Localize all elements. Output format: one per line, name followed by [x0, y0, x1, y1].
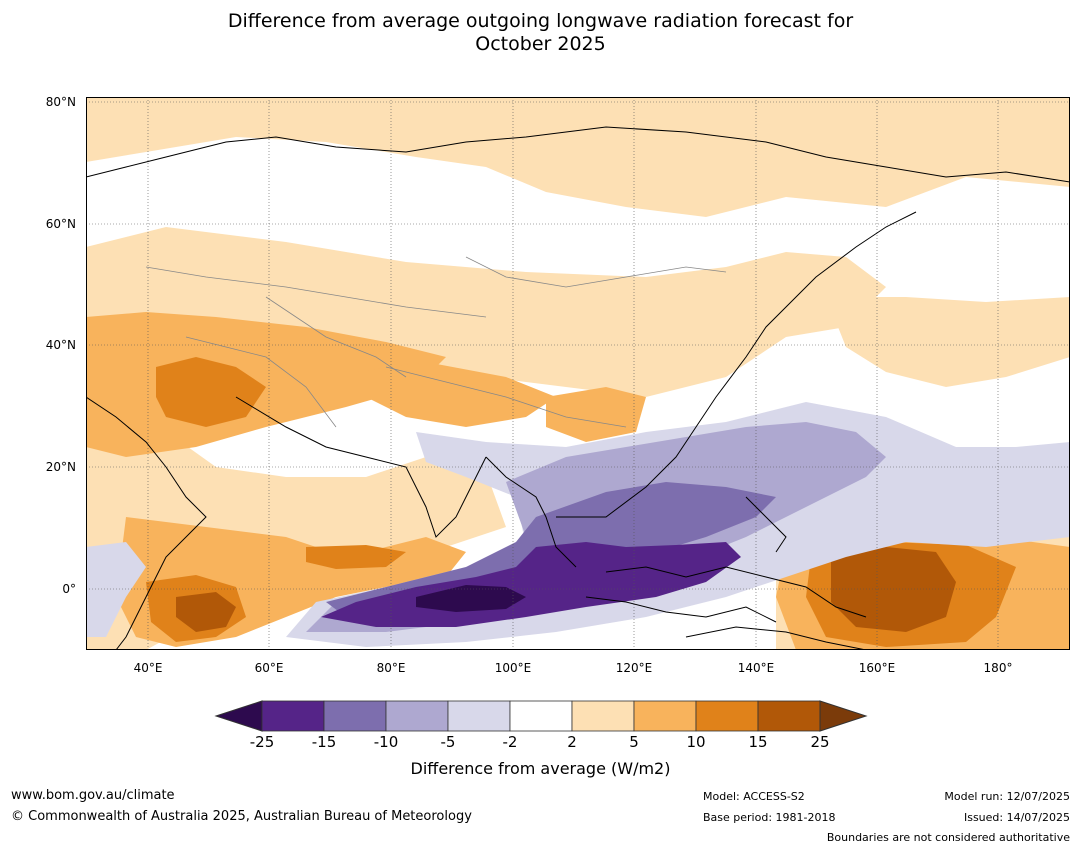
footer-model-run: Model run: 12/07/2025: [944, 790, 1070, 803]
colorbar-segment: [509, 700, 573, 732]
colorbar-tick: -5: [440, 733, 456, 751]
lon-label-120e: 120°E: [615, 661, 653, 675]
lon-label-160e: 160°E: [858, 661, 896, 675]
colorbar-segment: [695, 700, 759, 732]
colorbar-tick: 25: [810, 733, 830, 751]
lat-label-40n: 40°N: [45, 338, 76, 352]
colorbar-tick: -2: [502, 733, 518, 751]
colorbar-segment: [323, 700, 387, 732]
lon-label-40e: 40°E: [133, 661, 163, 675]
anomaly-15-25: [176, 547, 956, 632]
colorbar-segment: [385, 700, 449, 732]
lat-label-80n: 80°N: [45, 95, 76, 109]
colorbar-low-extension: [214, 700, 263, 732]
lon-label-100e: 100°E: [494, 661, 532, 675]
lon-label-140e: 140°E: [737, 661, 775, 675]
olr-anomaly-map: [86, 97, 1070, 650]
anomaly-below-neg25: [416, 585, 526, 612]
coastlines: [86, 126, 1070, 650]
lon-label-80e: 80°E: [376, 661, 406, 675]
colorbar-segment: [757, 700, 821, 732]
colorbar-segments: [261, 700, 821, 732]
colorbar-tick: 5: [629, 733, 639, 751]
colorbar-tick: -25: [249, 733, 275, 751]
colorbar-tick: 15: [748, 733, 768, 751]
map-svg: [86, 97, 1070, 650]
colorbar-segment: [633, 700, 697, 732]
colorbar-segment: [261, 700, 325, 732]
footer-copyright: © Commonwealth of Australia 2025, Austra…: [11, 809, 472, 824]
lon-label-60e: 60°E: [254, 661, 284, 675]
lat-label-20n: 20°N: [45, 460, 76, 474]
footer-base-period: Base period: 1981-2018: [703, 811, 836, 824]
footer-url: www.bom.gov.au/climate: [11, 788, 175, 803]
colorbar-segment: [447, 700, 511, 732]
lat-label-60n: 60°N: [45, 217, 76, 231]
colorbar-tick: 2: [567, 733, 577, 751]
colorbar-tick: 10: [686, 733, 706, 751]
map-title: Difference from average outgoing longwav…: [0, 10, 1081, 56]
colorbar-label: Difference from average (W/m2): [410, 759, 671, 778]
graticule: [86, 97, 1070, 650]
footer-boundaries-note: Boundaries are not considered authoritat…: [826, 831, 1070, 844]
colorbar-tick: -10: [373, 733, 399, 751]
country-boundaries: [145, 256, 727, 428]
colorbar-high-extension: [819, 700, 868, 732]
colorbar-tick: -15: [311, 733, 337, 751]
lat-label-0: 0°: [62, 582, 76, 596]
colorbar-segment: [571, 700, 635, 732]
footer-model: Model: ACCESS-S2: [703, 790, 805, 803]
map-frame: [86, 97, 1070, 650]
title-line-2: October 2025: [475, 33, 606, 55]
lon-label-180: 180°: [983, 661, 1013, 675]
footer-issued: Issued: 14/07/2025: [963, 811, 1070, 824]
title-line-1: Difference from average outgoing longwav…: [227, 10, 854, 32]
